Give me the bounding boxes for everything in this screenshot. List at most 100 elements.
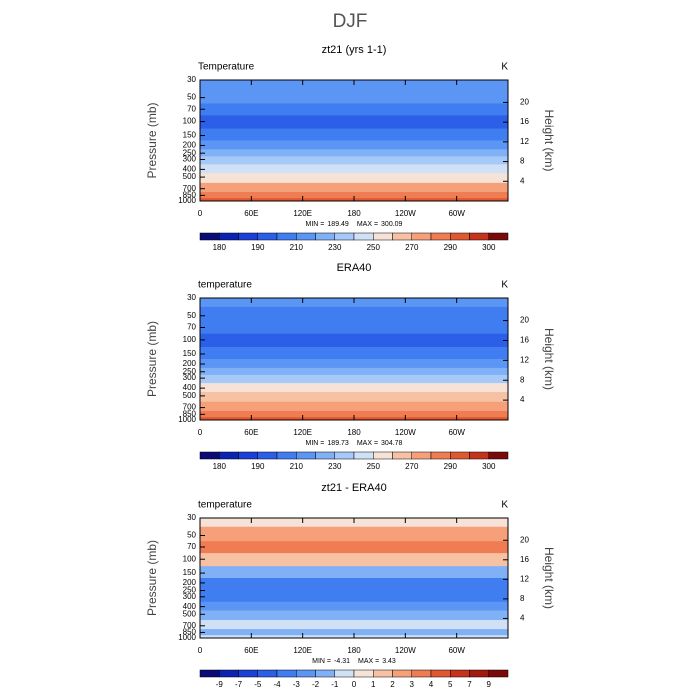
field-label: temperature xyxy=(198,500,252,511)
y-tick-label: 30 xyxy=(187,75,196,84)
x-tick-label: 180 xyxy=(347,209,361,218)
x-tick-label: 180 xyxy=(347,428,361,437)
min-label: MIN = xyxy=(306,221,325,228)
y2-tick-label: 12 xyxy=(520,355,529,364)
contour-band xyxy=(200,566,508,579)
x-tick-label: 120E xyxy=(293,209,312,218)
colorbar-box xyxy=(315,669,335,678)
contour-band xyxy=(200,128,508,141)
colorbar-label: 180 xyxy=(213,243,227,252)
y2-tick-label: 20 xyxy=(520,98,529,107)
y-tick-label: 50 xyxy=(187,93,196,102)
y-tick-label: 850 xyxy=(183,191,197,200)
colorbar-box xyxy=(430,669,451,678)
colorbar-box xyxy=(411,232,432,241)
contour-band xyxy=(200,115,508,130)
contour-band xyxy=(200,164,508,174)
colorbar-label: 300 xyxy=(482,462,496,471)
colorbar-box xyxy=(450,232,470,241)
y-tick-label: 30 xyxy=(187,513,196,522)
colorbar-box xyxy=(276,669,297,678)
colorbar-box xyxy=(276,232,297,241)
colorbar-box xyxy=(199,232,220,241)
x-tick-label: 60W xyxy=(448,209,465,218)
x-tick-label: 60E xyxy=(244,209,258,218)
y2-tick-label: 8 xyxy=(520,594,525,603)
y-tick-label: 100 xyxy=(183,554,197,563)
y-tick-label: 150 xyxy=(183,568,197,577)
colorbar-label: 300 xyxy=(482,243,496,252)
min-max: MIN = -4.31 MAX = 3.43 xyxy=(312,658,396,665)
colorbar-box xyxy=(315,451,335,460)
y-tick-label: 70 xyxy=(187,323,196,332)
y-tick-label: 400 xyxy=(183,602,197,611)
x-tick-label: 60W xyxy=(448,428,465,437)
y2-tick-label: 12 xyxy=(520,574,529,583)
max-label: MAX = xyxy=(357,221,378,228)
y-tick-label: 250 xyxy=(183,367,197,376)
contour-band xyxy=(200,586,508,595)
y2-tick-label: 16 xyxy=(520,555,529,564)
contour-band xyxy=(200,620,508,630)
contour-band xyxy=(200,526,508,542)
contour-band xyxy=(200,103,508,116)
colorbar-label: 210 xyxy=(290,243,304,252)
max-value: 304.78 xyxy=(381,440,403,447)
y-tick-label: 700 xyxy=(183,621,197,630)
field-label: temperature xyxy=(198,280,252,291)
colorbar-label: 4 xyxy=(429,680,434,689)
x-tick-label: 0 xyxy=(198,428,203,437)
contour-band xyxy=(200,182,508,193)
colorbar-label: 290 xyxy=(444,462,458,471)
colorbar-box xyxy=(334,232,355,241)
y2-axis-label: Height (km) xyxy=(542,328,556,390)
y2-tick-label: 4 xyxy=(520,614,525,623)
colorbar-box xyxy=(238,232,258,241)
colorbar-box xyxy=(353,669,374,678)
y-tick-label: 30 xyxy=(187,293,196,302)
colorbar-box xyxy=(488,669,509,678)
colorbar-box xyxy=(411,669,432,678)
x-tick-label: 120W xyxy=(395,209,416,218)
y-tick-label: 300 xyxy=(183,155,197,164)
colorbar-box xyxy=(257,232,278,241)
colorbar-label: 250 xyxy=(367,243,381,252)
colorbar-label: -3 xyxy=(293,680,301,689)
min-value: -4.31 xyxy=(334,658,350,665)
colorbar-box xyxy=(353,451,374,460)
colorbar-label: 5 xyxy=(448,680,453,689)
y2-axis-label: Height (km) xyxy=(542,547,556,609)
colorbar-box xyxy=(199,451,220,460)
max-label: MAX = xyxy=(357,440,378,447)
colorbar-box xyxy=(276,451,297,460)
y-tick-label: 50 xyxy=(187,531,196,540)
colorbar-label: 250 xyxy=(367,462,381,471)
contour-band xyxy=(200,333,508,348)
y2-tick-label: 16 xyxy=(520,336,529,345)
colorbar-box xyxy=(334,451,355,460)
y-tick-label: 100 xyxy=(183,335,197,344)
colorbar-label: 1 xyxy=(371,680,376,689)
x-tick-label: 180 xyxy=(347,646,361,655)
contour-band xyxy=(200,192,508,199)
colorbar-label: 230 xyxy=(328,243,342,252)
contour-band xyxy=(200,367,508,376)
x-tick-label: 120W xyxy=(395,428,416,437)
max-value: 300.09 xyxy=(381,221,403,228)
x-tick-label: 60W xyxy=(448,646,465,655)
contour-band xyxy=(200,553,508,567)
colorbar-box xyxy=(392,669,412,678)
colorbar-box xyxy=(373,232,393,241)
y-tick-label: 400 xyxy=(183,164,197,173)
colorbar-box xyxy=(392,451,412,460)
colorbar-box xyxy=(488,451,509,460)
colorbar-box xyxy=(257,669,278,678)
colorbar-box xyxy=(257,451,278,460)
colorbar-label: 7 xyxy=(467,680,472,689)
y-tick-label: 50 xyxy=(187,311,196,320)
y-tick-label: 300 xyxy=(183,592,197,601)
y-tick-label: 150 xyxy=(183,131,197,140)
colorbar-box xyxy=(219,451,239,460)
y-tick-label: 200 xyxy=(183,141,197,150)
